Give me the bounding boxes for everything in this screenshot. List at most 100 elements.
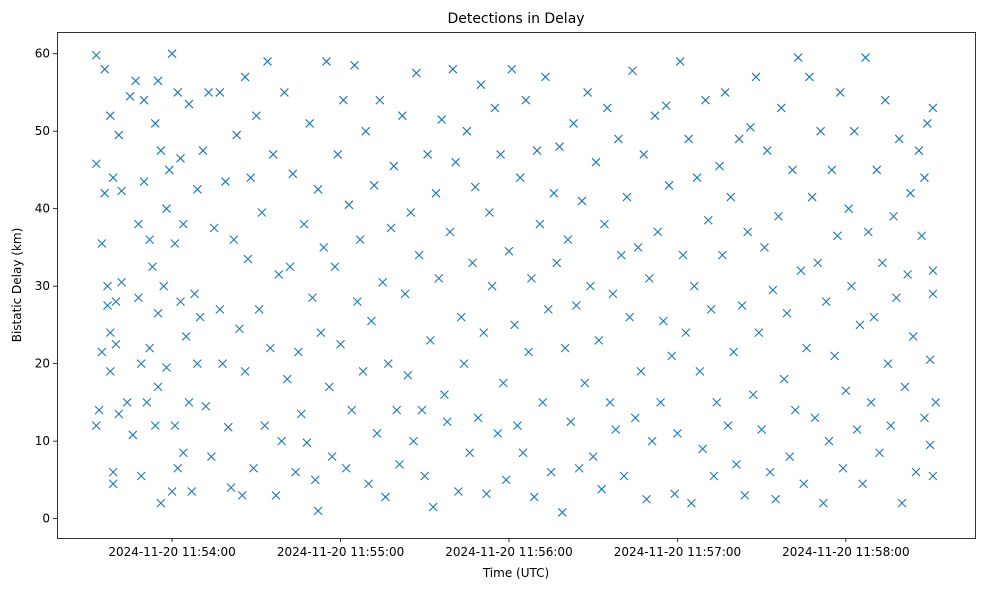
- data-point: [729, 347, 738, 357]
- data-point: [782, 308, 792, 318]
- data-point: [114, 409, 124, 419]
- data-point: [521, 95, 531, 105]
- data-point: [277, 436, 286, 446]
- data-point: [866, 398, 876, 407]
- data-point: [296, 409, 306, 419]
- data-point: [178, 448, 188, 458]
- data-point: [925, 355, 935, 365]
- data-point: [681, 328, 691, 338]
- data-point: [159, 281, 169, 291]
- data-point: [425, 336, 435, 345]
- data-point: [184, 398, 194, 407]
- data-point: [392, 405, 402, 415]
- data-point: [608, 289, 618, 299]
- data-point: [308, 293, 317, 303]
- data-point: [187, 487, 197, 496]
- data-point: [835, 88, 845, 97]
- data-point: [748, 390, 758, 400]
- data-point: [849, 126, 859, 136]
- data-point: [734, 134, 744, 144]
- data-point: [751, 72, 761, 82]
- data-point: [819, 498, 828, 508]
- data-point: [928, 289, 938, 299]
- data-point: [571, 301, 581, 310]
- data-point: [583, 88, 592, 97]
- x-tick-label: 2024-11-20 11:58:00: [782, 545, 909, 559]
- data-point: [319, 243, 329, 252]
- data-point: [316, 328, 326, 338]
- data-point: [103, 281, 112, 291]
- data-point: [765, 467, 775, 477]
- data-point: [827, 165, 837, 175]
- x-tick-label: 2024-11-20 11:54:00: [108, 545, 235, 559]
- data-point: [684, 134, 694, 144]
- data-point: [504, 246, 514, 256]
- data-point: [776, 103, 786, 113]
- data-point: [364, 479, 374, 489]
- x-axis-ticks: 2024-11-20 11:54:00 2024-11-20 11:55:00 20…: [108, 538, 910, 559]
- data-point: [591, 157, 601, 167]
- data-point: [240, 72, 250, 82]
- data-point: [886, 421, 896, 431]
- data-point: [813, 258, 823, 268]
- data-point: [285, 262, 295, 272]
- data-point: [507, 64, 517, 74]
- data-point: [496, 150, 505, 159]
- data-point: [91, 50, 101, 60]
- data-point: [920, 173, 929, 183]
- data-point: [490, 103, 500, 113]
- data-point: [482, 489, 491, 499]
- data-point: [381, 492, 390, 502]
- data-point: [91, 421, 101, 431]
- data-point: [445, 227, 455, 237]
- data-point: [644, 274, 654, 283]
- data-point: [931, 398, 941, 407]
- data-point: [743, 227, 752, 237]
- data-point: [324, 382, 334, 392]
- data-point: [574, 463, 584, 473]
- data-point: [600, 219, 609, 229]
- data-point: [788, 165, 797, 175]
- data-point: [616, 250, 626, 260]
- data-point: [122, 398, 132, 407]
- data-point: [541, 72, 550, 82]
- data-point: [549, 188, 559, 198]
- data-point: [369, 181, 379, 190]
- data-point: [894, 134, 904, 144]
- data-point: [260, 421, 270, 431]
- data-point: [661, 101, 671, 111]
- data-point: [420, 471, 430, 481]
- data-point: [176, 153, 185, 163]
- data-point: [799, 479, 809, 489]
- data-point: [928, 103, 938, 113]
- data-point: [569, 119, 578, 128]
- data-point: [299, 219, 309, 229]
- data-point: [128, 430, 138, 440]
- data-point: [577, 196, 587, 206]
- x-tick-label: 2024-11-20 11:56:00: [445, 545, 572, 559]
- data-point: [852, 425, 862, 434]
- data-point: [294, 347, 303, 357]
- data-point: [409, 436, 418, 446]
- data-point: [513, 421, 522, 431]
- data-point: [670, 489, 680, 499]
- x-axis-label: Time (UTC): [482, 566, 549, 580]
- data-point: [221, 177, 230, 186]
- data-point: [897, 498, 907, 508]
- data-point: [178, 219, 188, 229]
- data-point: [97, 239, 107, 248]
- data-point: [597, 484, 607, 494]
- data-point: [785, 452, 795, 462]
- data-point: [762, 146, 772, 155]
- y-tick-label: 20: [35, 357, 50, 371]
- data-point: [586, 281, 595, 291]
- data-point: [821, 297, 831, 307]
- data-point: [501, 475, 511, 485]
- data-point: [358, 367, 368, 376]
- data-point: [715, 161, 724, 171]
- data-point: [313, 506, 323, 516]
- data-point: [254, 305, 264, 314]
- data-point: [723, 421, 733, 431]
- data-point: [344, 200, 354, 210]
- data-point: [518, 448, 528, 458]
